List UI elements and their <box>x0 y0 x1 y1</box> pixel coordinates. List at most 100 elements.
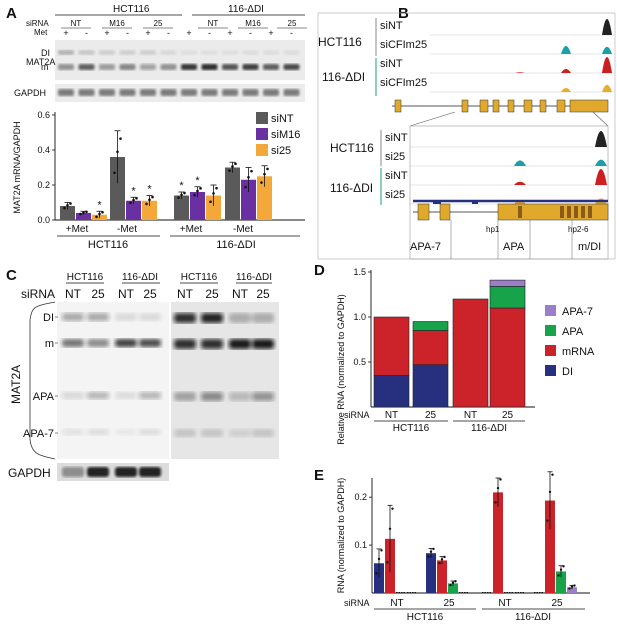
panel-e: E 0.1 0.2 RNA (normalized to GAPDH) NT 25 NT 2… <box>314 467 590 623</box>
d-cat-1: 25 <box>425 410 437 421</box>
c-band-right-0-3 <box>174 429 196 437</box>
a-met-sign-0: + <box>63 28 68 38</box>
e-dot-1-0-0 <box>386 561 389 564</box>
b-apa-label: APA <box>503 241 525 253</box>
a-star-2-1: * <box>147 184 152 196</box>
b-frame <box>317 12 616 260</box>
b-gene-exon-top-3 <box>492 99 500 113</box>
c-band-left-0-3 <box>62 429 84 435</box>
a-band-m-2 <box>99 64 115 70</box>
a-band-m-10 <box>263 64 279 70</box>
c-band-right-2-0 <box>229 313 251 323</box>
c-band-label-1: m <box>45 338 54 350</box>
c-gapdh-band-2 <box>115 467 137 477</box>
b-line-dDI-top: 116-ΔDI <box>322 70 365 84</box>
e-cat-2: NT <box>498 598 511 609</box>
a-dot-1-0-1 <box>82 211 85 214</box>
a-met-sign-10: + <box>268 28 273 38</box>
b-top-peak-1-1 <box>561 46 571 54</box>
e-bar-0-1 <box>426 553 436 593</box>
a-dot-0-1-2 <box>119 137 122 140</box>
b-top-peak-1-2 <box>602 46 612 54</box>
a-dot-2-2-1 <box>212 192 215 195</box>
a-sirna-col-1: M16 <box>109 19 125 28</box>
c-band-left-1-0 <box>87 313 109 321</box>
a-band-di-6 <box>181 50 197 55</box>
e-dot-1-2-2 <box>499 478 502 481</box>
a-group-dDI: 116-ΔDI <box>228 4 264 15</box>
c-lane-4: NT <box>177 287 194 301</box>
b-hairpin-0 <box>518 206 522 218</box>
d-bar-2-1 <box>412 321 449 331</box>
c-band-right-3-3 <box>252 429 274 437</box>
a-dot-0-0-2 <box>69 202 72 205</box>
d-bar-2-3 <box>489 286 526 309</box>
e-dot-0-0-0 <box>375 572 378 575</box>
e-bar-3-3 <box>567 587 577 593</box>
c-lane-6: NT <box>232 287 249 301</box>
a-dot-1-0-2 <box>85 210 88 214</box>
a-met-sign-6: + <box>186 28 191 38</box>
a-band-m-9 <box>242 64 259 70</box>
a-blot-m-label: m <box>41 62 49 72</box>
a-band-m-11 <box>283 64 300 70</box>
c-lane-5: 25 <box>205 287 219 301</box>
e-dot-0-1-2 <box>432 547 435 551</box>
e-y-label: RNA (normalized to GAPDH) <box>336 478 346 594</box>
c-band-left-2-1 <box>115 339 137 347</box>
b-bottom-track-label-2: siNT <box>385 170 408 182</box>
a-bar-0-3 <box>225 167 240 220</box>
e-bar-2-1 <box>448 583 458 593</box>
a-band-m-4 <box>140 64 156 70</box>
a-star-2-0: * <box>97 199 102 211</box>
a-x-group-2: +Met <box>180 224 203 235</box>
a-legend-label-0: siNT <box>271 113 294 125</box>
c-lane-0: NT <box>65 287 82 301</box>
a-met-sign-8: + <box>227 28 232 38</box>
a-dot-2-3-2 <box>266 167 269 171</box>
c-gapdh-band-0 <box>62 467 84 477</box>
a-dot-1-0-0 <box>79 212 82 216</box>
a-gapdh-band-6 <box>181 89 197 96</box>
b-hp26-label: hp2-6 <box>568 225 589 234</box>
a-gapdh-band-1 <box>78 89 95 96</box>
c-band-left-3-1 <box>139 339 161 347</box>
e-bar-1-3 <box>545 500 555 593</box>
d-stacked-bar-chart: 0.5 1.0 1.5 Relative RNA (normalized to GAP… <box>336 267 595 445</box>
panel-c: C HCT116 116-ΔDI HCT116 116-ΔDI NT 25 NT 25 NT 25… <box>6 267 279 481</box>
e-bar-1-1 <box>437 560 447 593</box>
a-y-tick-label-0: 0.0 <box>37 215 50 225</box>
b-top-peak-0-2 <box>602 19 612 35</box>
c-bracket <box>29 301 56 460</box>
e-dot-1-3-1 <box>548 490 552 494</box>
panel-d-label: D <box>314 262 325 279</box>
panel-a: A HCT116 116-ΔDI siRNA Met NT M16 25 NT M16 2… <box>6 4 307 251</box>
a-star-1-2: * <box>195 175 200 187</box>
d-bar-1-2 <box>452 298 489 408</box>
e-bar-1-2 <box>493 492 503 593</box>
a-star-0-2: * <box>179 180 184 192</box>
d-y-tick-label-0: 0.5 <box>353 357 366 367</box>
a-gapdh-band-0 <box>58 89 74 96</box>
a-dot-2-0-2 <box>101 211 104 214</box>
a-gapdh-band-7 <box>201 89 218 96</box>
a-bar-1-0 <box>76 213 91 220</box>
c-band-left-0-1 <box>62 339 84 347</box>
a-bar-2-3 <box>257 176 272 220</box>
e-cat-3: 25 <box>551 598 563 609</box>
a-band-di-5 <box>160 50 177 55</box>
a-band-di-9 <box>242 50 259 55</box>
d-bar-0-1 <box>412 364 449 408</box>
b-line-dDI-bottom: 116-ΔDI <box>330 181 373 195</box>
a-blot-gapdh-label: GAPDH <box>14 88 46 98</box>
c-lane-2: NT <box>118 287 135 301</box>
c-gapdh-label: GAPDH <box>8 466 51 480</box>
e-dot-1-2-0 <box>494 501 497 504</box>
panel-b: B HCT116 116-ΔDI siNT siCFIm25 siNT siCFIm2… <box>317 5 616 260</box>
d-legend-label-0: APA-7 <box>562 306 593 318</box>
c-lane-7: 25 <box>256 287 270 301</box>
d-cat-0: NT <box>385 410 398 421</box>
c-group-3: 116-ΔDI <box>236 272 272 283</box>
e-dot-1-0-1 <box>388 527 392 530</box>
